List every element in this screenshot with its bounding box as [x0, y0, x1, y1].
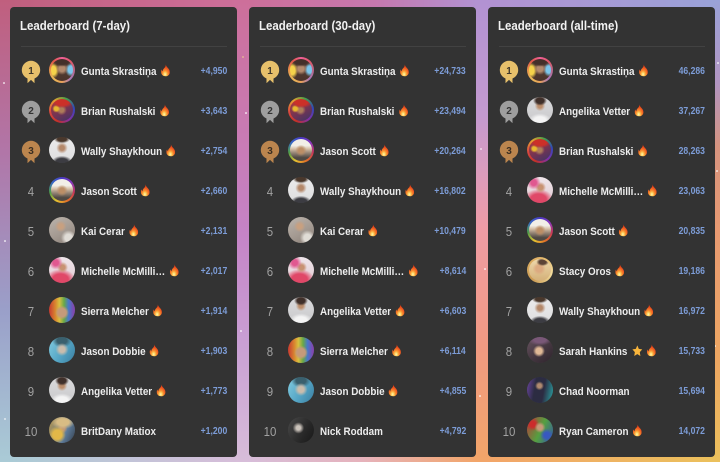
- svg-text:3: 3: [28, 146, 34, 157]
- svg-text:2: 2: [267, 106, 273, 117]
- svg-text:2: 2: [506, 106, 512, 117]
- svg-text:1: 1: [28, 66, 34, 77]
- svg-text:1: 1: [267, 66, 273, 77]
- svg-text:1: 1: [506, 66, 512, 77]
- svg-text:3: 3: [506, 146, 512, 157]
- svg-text:2: 2: [28, 106, 34, 117]
- svg-text:3: 3: [267, 146, 273, 157]
